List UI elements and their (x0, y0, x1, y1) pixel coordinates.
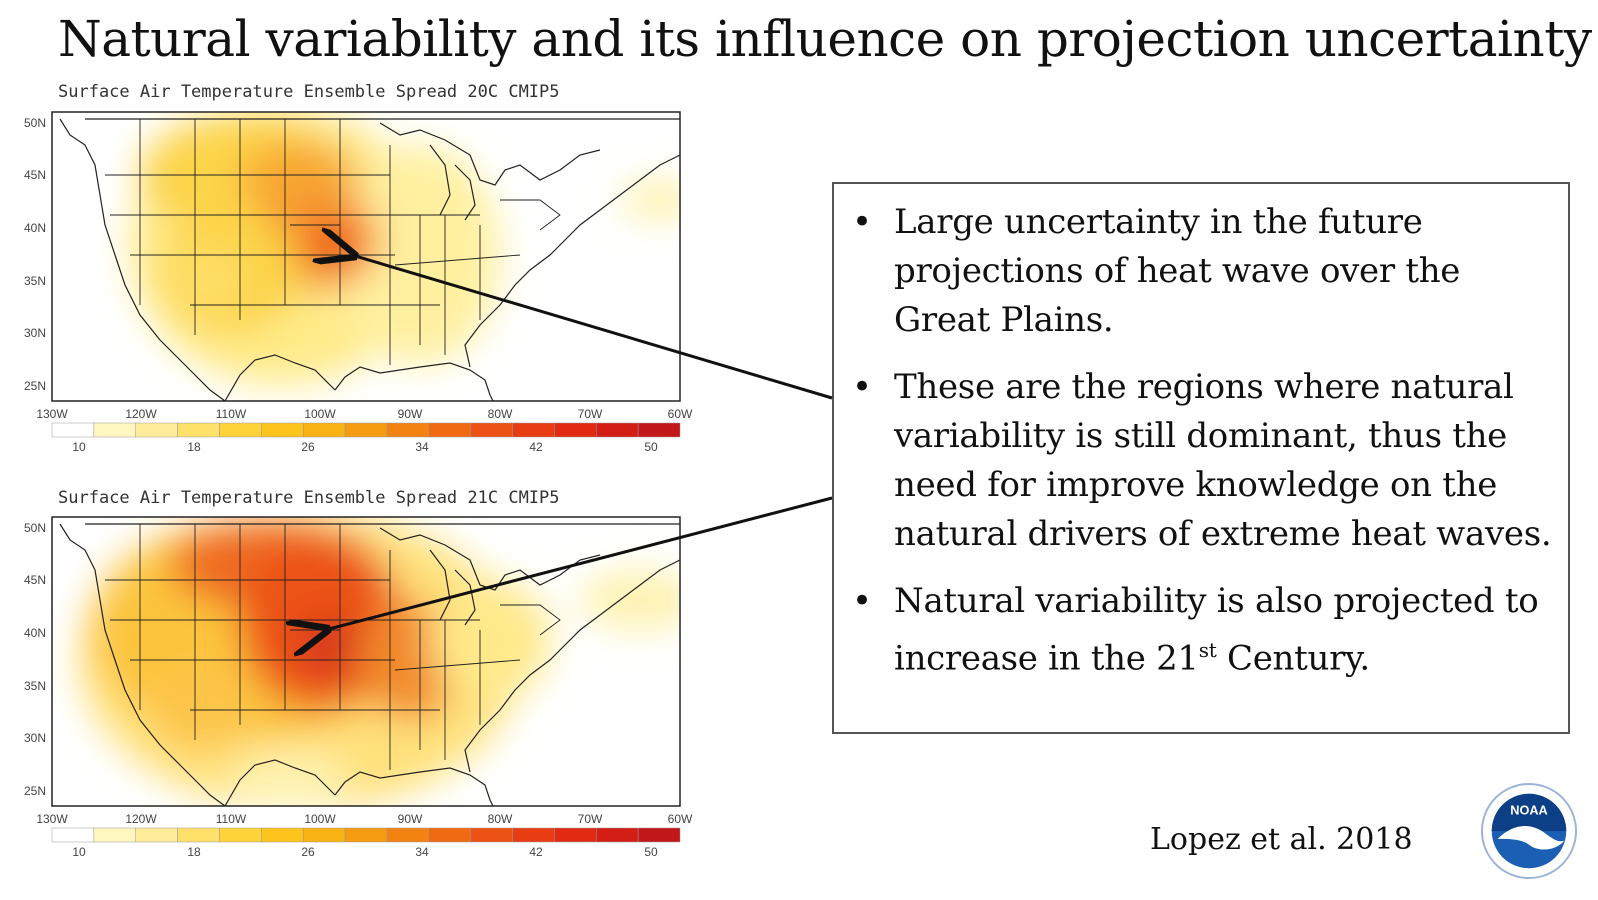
colorbar-label: 10 (72, 845, 86, 859)
bullet-text: Century. (1216, 638, 1370, 679)
colorbar-21c (51, 827, 681, 843)
map-title-21c: Surface Air Temperature Ensemble Spread … (58, 488, 560, 508)
lon-axis-21c: 130W 120W 110W 100W 90W 80W 70W 60W (36, 812, 693, 826)
bullet-text: These are the regions where natural vari… (894, 367, 1552, 554)
lon-label: 70W (578, 407, 603, 421)
colorbar-swatch (428, 422, 471, 438)
colorbar-swatch (302, 827, 346, 843)
bullet-list: • Large uncertainty in the future project… (834, 184, 1568, 683)
lon-label: 100W (304, 812, 336, 826)
colorbar-swatch (177, 827, 220, 843)
lon-label: 130W (36, 812, 68, 826)
colorbar-swatch (344, 827, 388, 843)
bullet-dot: • (852, 581, 872, 621)
bullet-dot: • (852, 367, 872, 407)
colorbar-swatch (177, 422, 220, 438)
bullet-text: Natural variability is also projected to… (894, 581, 1539, 679)
colorbar-swatch (386, 422, 430, 438)
colorbar-label: 26 (301, 845, 315, 859)
slide-title: Natural variability and its influence on… (58, 10, 1592, 68)
citation: Lopez et al. 2018 (1150, 822, 1413, 857)
noaa-logo: NOAA (1480, 782, 1578, 880)
colorbar-swatch (470, 422, 513, 438)
lat-label: 40N (24, 221, 46, 235)
colorbar-swatch (386, 827, 430, 843)
map-title-20c: Surface Air Temperature Ensemble Spread … (58, 82, 560, 102)
colorbar-swatch (51, 422, 95, 438)
colorbar-swatch (93, 422, 136, 438)
bullet-dot: • (852, 202, 872, 242)
colorbar-labels-20c: 10 18 26 34 42 50 (72, 440, 658, 454)
superscript: st (1198, 638, 1217, 662)
lon-label: 60W (668, 407, 693, 421)
colorbar-label: 26 (301, 440, 315, 454)
bullet-item: • Large uncertainty in the future project… (852, 198, 1552, 345)
colorbar-swatch (512, 827, 555, 843)
lat-label: 45N (24, 168, 46, 182)
colorbar-swatch (344, 422, 388, 438)
colorbar-swatch (135, 827, 178, 843)
colorbar-swatch (596, 422, 639, 438)
lat-label: 25N (24, 379, 46, 393)
bullet-item: • Natural variability is also projected t… (852, 577, 1552, 683)
lon-label: 90W (398, 407, 423, 421)
colorbar-swatch (219, 827, 262, 843)
map-20c: 50N 45N 40N 35N 30N 25N 130W 120W 110W 1… (24, 111, 693, 454)
lon-label: 100W (304, 407, 336, 421)
colorbar-label: 42 (529, 440, 543, 454)
lat-label: 50N (24, 116, 46, 130)
lat-label: 50N (24, 521, 46, 535)
colorbar-swatch (470, 827, 513, 843)
map-21c: 50N 45N 40N 35N 30N 25N 130W 120W 110W 1… (24, 516, 693, 859)
logo-text: NOAA (1510, 802, 1548, 817)
lat-label: 40N (24, 626, 46, 640)
lon-label: 120W (125, 407, 157, 421)
lon-label: 60W (668, 812, 693, 826)
colorbar-swatch (554, 827, 597, 843)
colorbar-swatch (135, 422, 178, 438)
colorbar-swatch (428, 827, 471, 843)
colorbar-label: 42 (529, 845, 543, 859)
colorbar-label: 34 (415, 440, 429, 454)
colorbar-swatch (637, 827, 681, 843)
colorbar-swatch (637, 422, 681, 438)
colorbar-swatch (93, 827, 136, 843)
bullet-item: • These are the regions where natural var… (852, 363, 1552, 559)
colorbar-swatch (302, 422, 346, 438)
lon-label: 110W (216, 407, 247, 421)
colorbar-label: 50 (644, 440, 658, 454)
bullet-text: Large uncertainty in the future projecti… (894, 202, 1461, 340)
lon-label: 70W (578, 812, 603, 826)
lon-label: 80W (488, 812, 513, 826)
colorbar-label: 10 (72, 440, 86, 454)
lat-axis-20c: 50N 45N 40N 35N 30N 25N (24, 116, 46, 393)
colorbar-swatch (261, 422, 304, 438)
colorbar-swatch (219, 422, 262, 438)
bullet-box: • Large uncertainty in the future project… (832, 182, 1570, 734)
colorbar-swatch (512, 422, 555, 438)
colorbar-label: 18 (187, 440, 201, 454)
colorbar-label: 18 (187, 845, 201, 859)
colorbar-labels-21c: 10 18 26 34 42 50 (72, 845, 658, 859)
lon-label: 120W (125, 812, 157, 826)
lon-label: 80W (488, 407, 513, 421)
lat-label: 45N (24, 573, 46, 587)
colorbar-swatch (596, 827, 639, 843)
colorbar-label: 50 (644, 845, 658, 859)
lon-label: 130W (36, 407, 68, 421)
colorbar-20c (51, 422, 681, 438)
colorbar-swatch (261, 827, 304, 843)
lon-label: 90W (398, 812, 423, 826)
lon-label: 110W (216, 812, 247, 826)
colorbar-swatch (51, 827, 95, 843)
lat-label: 30N (24, 731, 46, 745)
lat-label: 25N (24, 784, 46, 798)
lat-label: 35N (24, 274, 46, 288)
colorbar-label: 34 (415, 845, 429, 859)
lon-axis-20c: 130W 120W 110W 100W 90W 80W 70W 60W (36, 407, 693, 421)
colorbar-swatch (554, 422, 597, 438)
lat-axis-21c: 50N 45N 40N 35N 30N 25N (24, 521, 46, 798)
lat-label: 35N (24, 679, 46, 693)
lat-label: 30N (24, 326, 46, 340)
